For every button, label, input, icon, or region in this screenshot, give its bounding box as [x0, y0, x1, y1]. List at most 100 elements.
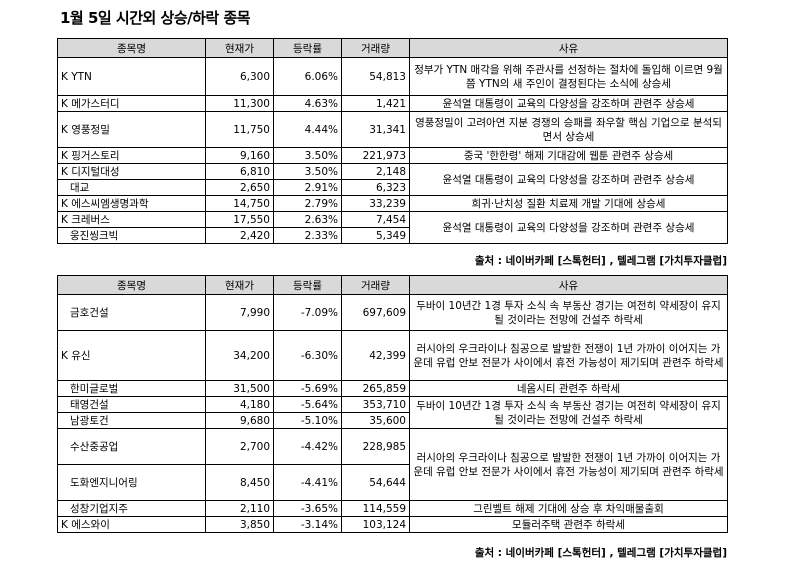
- stock-name: 금호건설: [57, 294, 206, 331]
- stock-price: 9,680: [205, 412, 274, 429]
- stock-price: 3,850: [205, 516, 274, 533]
- table-row: 수산중공업 2,700 -4.42% 228,985 러시아의 우크라이나 침공…: [57, 428, 728, 501]
- stock-name: K 에스와이: [57, 516, 206, 533]
- stock-rate: 4.63%: [273, 95, 342, 112]
- stock-rate: 2.79%: [273, 195, 342, 212]
- stock-name: 성창기업지주: [57, 500, 206, 517]
- stock-name: K YTN: [57, 57, 206, 96]
- header-reason: 사유: [409, 275, 728, 295]
- fall-table: 종목명 현재가 등락률 거래량 사유 금호건설 7,990 -7.09% 697…: [57, 275, 728, 533]
- table-row: K 핑거스토리 9,160 3.50% 221,973 중국 '한한령' 해제 …: [57, 147, 728, 164]
- stock-rate: -3.14%: [273, 516, 342, 533]
- stock-name: 한미글로벌: [57, 380, 206, 397]
- stock-name: 태영건설: [57, 396, 206, 413]
- table-row: 성창기업지주 2,110 -3.65% 114,559 그린벨트 해제 기대에 …: [57, 500, 728, 517]
- stock-rate: 3.50%: [273, 147, 342, 164]
- stock-name: 수산중공업: [57, 428, 206, 465]
- stock-name: K 유신: [57, 330, 206, 381]
- stock-rate: 2.33%: [273, 227, 342, 244]
- stock-price: 7,990: [205, 294, 274, 331]
- rise-header-row: 종목명 현재가 등락률 거래량 사유: [57, 38, 728, 58]
- table-row: 남광토건 9,680 -5.10% 35,600: [57, 412, 728, 429]
- table-row: K 메가스터디 11,300 4.63% 1,421 윤석열 대통령이 교육의 …: [57, 95, 728, 112]
- stock-volume: 353,710: [341, 396, 410, 413]
- fall-header-row: 종목명 현재가 등락률 거래량 사유: [57, 275, 728, 295]
- stock-volume: 228,985: [341, 428, 410, 465]
- stock-volume: 42,399: [341, 330, 410, 381]
- stock-reason: 희귀·난치성 질환 치료제 개발 기대에 상승세: [409, 195, 728, 212]
- stock-volume: 697,609: [341, 294, 410, 331]
- stock-name: K 핑거스토리: [57, 147, 206, 164]
- stock-reason: 정부가 YTN 매각을 위해 주관사를 선정하는 절차에 돌입해 이르면 9월쯤…: [409, 57, 728, 96]
- header-name: 종목명: [57, 38, 206, 58]
- source-note: 출처 : 네이버카페 [스톡헌터] , 텔레그램 [가치투자클럽]: [474, 547, 727, 559]
- stock-reason: 그린벨트 해제 기대에 상승 후 차익매물출회: [409, 500, 728, 517]
- stock-price: 31,500: [205, 380, 274, 397]
- stock-price: 2,420: [205, 227, 274, 244]
- stock-reason: 러시아의 우크라이나 침공으로 발발한 전쟁이 1년 가까이 이어지는 가운데 …: [409, 428, 728, 501]
- stock-volume: 2,148: [341, 163, 410, 180]
- stock-reason: 윤석열 대통령이 교육의 다양성을 강조하며 관련주 상승세: [409, 211, 728, 244]
- stock-volume: 31,341: [341, 111, 410, 148]
- table-row: 한미글로벌 31,500 -5.69% 265,859 네옴시티 관련주 하락세: [57, 380, 728, 397]
- stock-name: K 디지털대성: [57, 163, 206, 180]
- stock-name: K 크레버스: [57, 211, 206, 228]
- stock-volume: 35,600: [341, 412, 410, 429]
- stock-price: 17,550: [205, 211, 274, 228]
- stock-volume: 7,454: [341, 211, 410, 228]
- table-row: K 영풍정밀 11,750 4.44% 31,341 영풍정밀이 고려아연 지분…: [57, 111, 728, 148]
- stock-price: 9,160: [205, 147, 274, 164]
- stock-rate: -7.09%: [273, 294, 342, 331]
- stock-name: K 메가스터디: [57, 95, 206, 112]
- stock-reason: 영풍정밀이 고려아연 지분 경쟁의 승패를 좌우할 핵심 기업으로 분석되면서 …: [409, 111, 728, 148]
- stock-rate: -3.65%: [273, 500, 342, 517]
- stock-name: K 에스씨엠생명과학: [57, 195, 206, 212]
- header-reason: 사유: [409, 38, 728, 58]
- stock-reason: 러시아의 우크라이나 침공으로 발발한 전쟁이 1년 가까이 이어지는 가운데 …: [409, 330, 728, 381]
- stock-name: 도화엔지니어링: [57, 464, 206, 501]
- table-row: K 디지털대성 6,810 3.50% 2,148 윤석열 대통령이 교육의 다…: [57, 163, 728, 196]
- stock-price: 6,810: [205, 163, 274, 180]
- stock-price: 14,750: [205, 195, 274, 212]
- stock-price: 4,180: [205, 396, 274, 413]
- stock-price: 2,110: [205, 500, 274, 517]
- table-row: K 크레버스 17,550 2.63% 7,454 윤석열 대통령이 교육의 다…: [57, 211, 728, 244]
- stock-price: 11,750: [205, 111, 274, 148]
- stock-rate: 3.50%: [273, 163, 342, 180]
- stock-volume: 265,859: [341, 380, 410, 397]
- stock-name: 남광토건: [57, 412, 206, 429]
- stock-volume: 6,323: [341, 179, 410, 196]
- stock-reason: 두바이 10년간 1경 투자 소식 속 부동산 경기는 여전히 약세장이 유지될…: [409, 294, 728, 331]
- stock-rate: 2.63%: [273, 211, 342, 228]
- stock-price: 34,200: [205, 330, 274, 381]
- stock-price: 2,700: [205, 428, 274, 465]
- header-rate: 등락률: [273, 275, 342, 295]
- header-price: 현재가: [205, 38, 274, 58]
- rise-table: 종목명 현재가 등락률 거래량 사유 K YTN 6,300 6.06% 54,…: [57, 38, 728, 244]
- stock-volume: 33,239: [341, 195, 410, 212]
- header-name: 종목명: [57, 275, 206, 295]
- stock-reason: 윤석열 대통령이 교육의 다양성을 강조하며 관련주 상승세: [409, 163, 728, 196]
- stock-reason: 두바이 10년간 1경 투자 소식 속 부동산 경기는 여전히 약세장이 유지될…: [409, 396, 728, 429]
- stock-volume: 54,813: [341, 57, 410, 96]
- stock-rate: -4.42%: [273, 428, 342, 465]
- stock-rate: -5.10%: [273, 412, 342, 429]
- stock-rate: -5.64%: [273, 396, 342, 413]
- stock-name: 대교: [57, 179, 206, 196]
- table-row: K 에스와이 3,850 -3.14% 103,124 모듈러주택 관련주 하락…: [57, 516, 728, 533]
- stock-volume: 221,973: [341, 147, 410, 164]
- stock-volume: 5,349: [341, 227, 410, 244]
- header-volume: 거래량: [341, 275, 410, 295]
- table-row: K 유신 34,200 -6.30% 42,399 러시아의 우크라이나 침공으…: [57, 330, 728, 381]
- table-row: K YTN 6,300 6.06% 54,813 정부가 YTN 매각을 위해 …: [57, 57, 728, 96]
- stock-rate: -6.30%: [273, 330, 342, 381]
- stock-name: 웅진씽크빅: [57, 227, 206, 244]
- table-row: 웅진씽크빅 2,420 2.33% 5,349: [57, 227, 728, 244]
- stock-reason: 윤석열 대통령이 교육의 다양성을 강조하며 관련주 상승세: [409, 95, 728, 112]
- table-row: K 에스씨엠생명과학 14,750 2.79% 33,239 희귀·난치성 질환…: [57, 195, 728, 212]
- stock-price: 8,450: [205, 464, 274, 501]
- header-rate: 등락률: [273, 38, 342, 58]
- stock-volume: 1,421: [341, 95, 410, 112]
- stock-price: 6,300: [205, 57, 274, 96]
- stock-price: 2,650: [205, 179, 274, 196]
